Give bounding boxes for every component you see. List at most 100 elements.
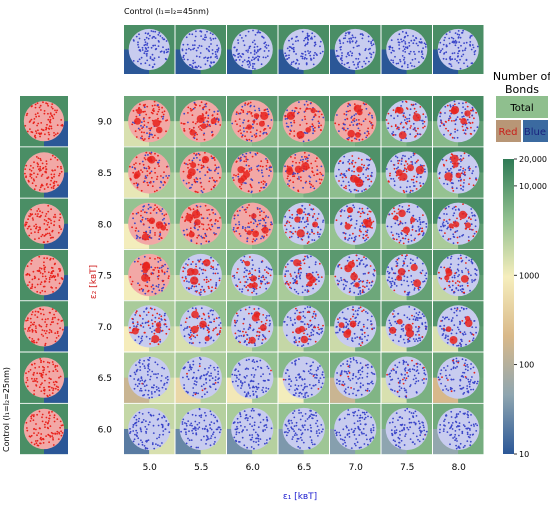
particle-dot [268, 282, 270, 284]
particle-dot [361, 329, 364, 332]
particle-dot [353, 239, 356, 242]
particle-dot [30, 263, 32, 265]
particle-dot [316, 231, 319, 234]
particle-dot [403, 262, 406, 265]
particle-dot [393, 180, 396, 183]
particle-dot [140, 287, 143, 290]
particle-dot [456, 59, 458, 62]
particle-dot [189, 208, 192, 211]
particle-dot [289, 286, 291, 289]
particle-dot [143, 124, 146, 127]
particle-dot [348, 189, 351, 191]
particle-dot [209, 228, 212, 231]
particle-dot [48, 125, 51, 127]
particle-dot [261, 171, 263, 174]
particle-dot [406, 186, 408, 189]
particle-dot [246, 278, 249, 281]
particle-dot [238, 59, 241, 61]
particle-dot [258, 267, 261, 270]
particle-dot [449, 238, 452, 240]
particle-dot [214, 51, 217, 53]
particle-dot [151, 112, 154, 115]
particle-dot [320, 178, 323, 181]
particle-dot [134, 130, 137, 133]
particle-dot [152, 136, 155, 139]
particle-dot [294, 172, 296, 175]
particle-dot [246, 343, 248, 346]
particle-dot [465, 307, 468, 310]
left-control-cell [20, 147, 68, 198]
heatmap-cell [124, 96, 175, 147]
particle-dot [300, 238, 303, 240]
particle-dot [158, 235, 161, 238]
red-cluster [134, 117, 141, 125]
particle-dot [42, 360, 45, 363]
particle-dot [415, 160, 418, 163]
particle-dot [419, 227, 422, 230]
particle-dot [457, 61, 460, 64]
particle-dot [265, 44, 268, 46]
particle-dot [457, 55, 459, 57]
particle-dot [45, 325, 48, 328]
particle-dot [185, 317, 188, 320]
particle-dot [40, 235, 43, 238]
particle-dot [45, 323, 48, 326]
particle-dot [35, 184, 37, 187]
particle-dot [149, 257, 151, 260]
particle-dot [133, 371, 136, 374]
particle-dot [397, 159, 399, 162]
particle-dot [467, 239, 470, 242]
particle-dot [210, 56, 212, 58]
particle-dot [233, 230, 236, 233]
particle-dot [144, 43, 147, 46]
particle-dot [51, 177, 54, 180]
particle-dot [205, 36, 208, 39]
particle-dot [39, 226, 41, 229]
particle-dot [188, 341, 191, 344]
particle-dot [446, 183, 449, 186]
particle-dot [196, 156, 198, 159]
particle-dot [163, 314, 166, 317]
particle-dot [54, 387, 57, 390]
particle-dot [26, 427, 28, 429]
particle-dot [36, 102, 39, 104]
particle-dot [36, 316, 39, 319]
particle-dot [248, 170, 251, 173]
heatmap-cell [330, 249, 381, 301]
red-cluster [194, 219, 201, 226]
particle-dot [445, 51, 448, 54]
particle-dot [149, 129, 152, 132]
particle-dot [263, 129, 265, 131]
particle-dot [26, 221, 28, 224]
particle-dot [142, 326, 145, 328]
particle-dot [147, 389, 150, 392]
particle-dot [412, 122, 415, 125]
particle-dot [445, 220, 448, 223]
red-cluster [146, 156, 153, 162]
particle-dot [241, 105, 244, 108]
particle-dot [301, 119, 304, 121]
particle-dot [449, 180, 452, 182]
particle-dot [164, 312, 166, 315]
particle-dot [461, 332, 464, 335]
particle-dot [363, 132, 366, 135]
particle-dot [270, 119, 273, 121]
particle-dot [204, 116, 207, 119]
particle-dot [317, 276, 320, 279]
particle-dot [473, 279, 475, 282]
particle-dot [236, 285, 239, 288]
particle-dot [142, 139, 145, 142]
particle-dot [44, 215, 47, 218]
particle-dot [154, 204, 157, 207]
particle-dot [212, 272, 215, 275]
particle-dot [394, 155, 397, 158]
particle-dot [57, 273, 59, 276]
particle-dot [388, 48, 391, 50]
particle-dot [301, 52, 303, 55]
particle-dot [257, 164, 260, 167]
red-cluster [160, 225, 167, 231]
particle-dot [152, 108, 155, 110]
particle-dot [312, 333, 315, 336]
particle-dot [358, 44, 360, 47]
particle-dot [56, 430, 59, 433]
